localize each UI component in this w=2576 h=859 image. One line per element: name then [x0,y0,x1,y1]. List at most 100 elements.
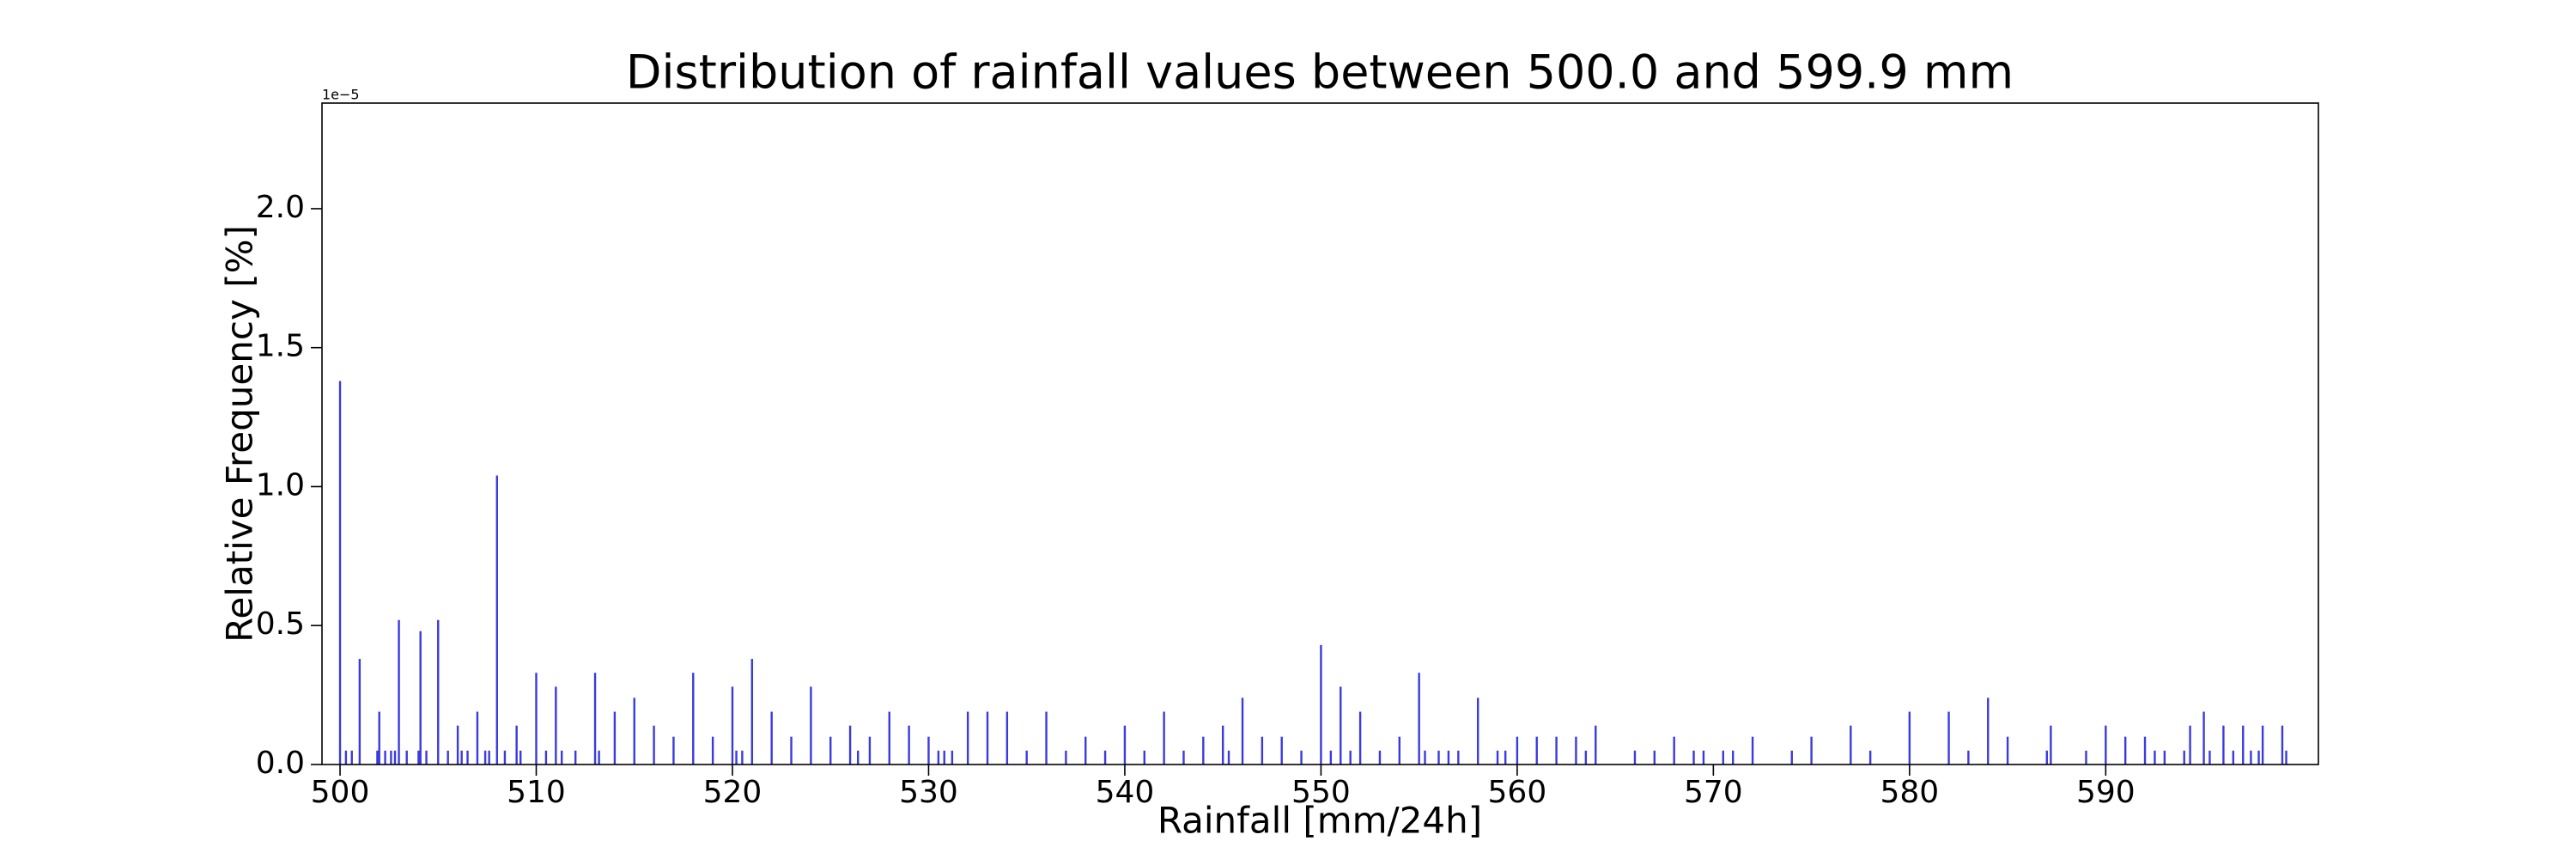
bar [483,750,487,765]
bar [2123,736,2127,765]
bar [574,750,577,765]
bar [425,750,428,765]
bar [857,750,860,765]
bar [1633,750,1637,765]
bar [1103,750,1107,765]
bar [456,725,459,765]
bar [437,619,440,765]
bar [535,673,538,765]
bar [937,750,940,765]
bar [1437,750,1440,765]
bar [1349,750,1352,765]
bar [1261,736,1264,765]
bar [2183,750,2185,765]
bar [1555,736,1558,765]
bar [1595,725,1597,765]
bar [2285,750,2287,765]
bar [731,686,734,765]
bar [417,750,420,765]
bar [2257,750,2260,765]
bar [378,711,380,765]
bar [2085,750,2087,765]
x-axis-label: Rainfall [mm/24h] [1157,800,1482,842]
bar [2222,725,2225,765]
bar [711,736,714,765]
bar [692,673,695,765]
bar [750,659,754,765]
bar [1241,698,1244,765]
bar [1163,711,1165,765]
bar [1065,750,1067,765]
bar [544,750,548,765]
bar [1202,736,1205,765]
bar [1424,750,1426,765]
bar [2143,736,2147,765]
bar [672,736,675,765]
bar [1732,750,1735,765]
bar [1516,736,1519,765]
bar [1496,750,1499,765]
bar [2202,711,2205,765]
bar [476,711,479,765]
bar [1967,750,1970,765]
bar [405,750,408,765]
chart-title: Distribution of rainfall values between … [626,46,2014,100]
bar [460,750,463,765]
bar [2232,750,2235,765]
bar [951,750,954,765]
bar [2006,736,2009,765]
x-tick-label: 550 [1291,775,1351,810]
bar [2189,725,2191,765]
bar [466,750,469,765]
bar [1722,750,1724,765]
bar [519,750,522,765]
bar [653,725,655,765]
bar [2242,725,2245,765]
bar [810,686,812,765]
bar [1320,644,1322,765]
x-tick-label: 590 [2076,775,2136,810]
y-tick-label: 1.5 [256,329,305,364]
bar [1535,736,1538,765]
bar [1653,750,1656,765]
x-tick-label: 540 [1096,775,1155,810]
bar [790,736,793,765]
bar [966,711,969,765]
bar [1987,698,1990,765]
bar [390,750,392,765]
bar [1182,750,1185,765]
bar [1280,736,1283,765]
bar [1398,736,1401,765]
bar [2045,750,2048,765]
bar [1575,736,1577,765]
bar [1584,750,1588,765]
bar [1221,725,1224,765]
bar [1868,750,1872,765]
bar [598,750,600,765]
bar [908,725,910,765]
bar [1025,750,1028,765]
bar [986,711,989,765]
bar [888,711,890,765]
bar [735,750,738,765]
bar [384,750,386,765]
bar [770,711,773,765]
bar [561,750,563,765]
bar [1005,711,1009,765]
bar [868,736,872,765]
bar [1084,736,1087,765]
y-axis-label: Relative Frequency [%] [219,225,261,643]
y-tick-label: 1.0 [256,467,305,503]
bar [848,725,852,765]
bar [1947,711,1950,765]
bar [515,725,518,765]
y-offset-label: 1e−5 [322,87,360,103]
bar [2281,725,2284,765]
bar [350,750,353,765]
bar [1329,750,1333,765]
bar [1418,673,1420,765]
bar [1673,736,1675,765]
x-tick-label: 520 [703,775,762,810]
y-tick-label: 0.5 [256,606,305,642]
